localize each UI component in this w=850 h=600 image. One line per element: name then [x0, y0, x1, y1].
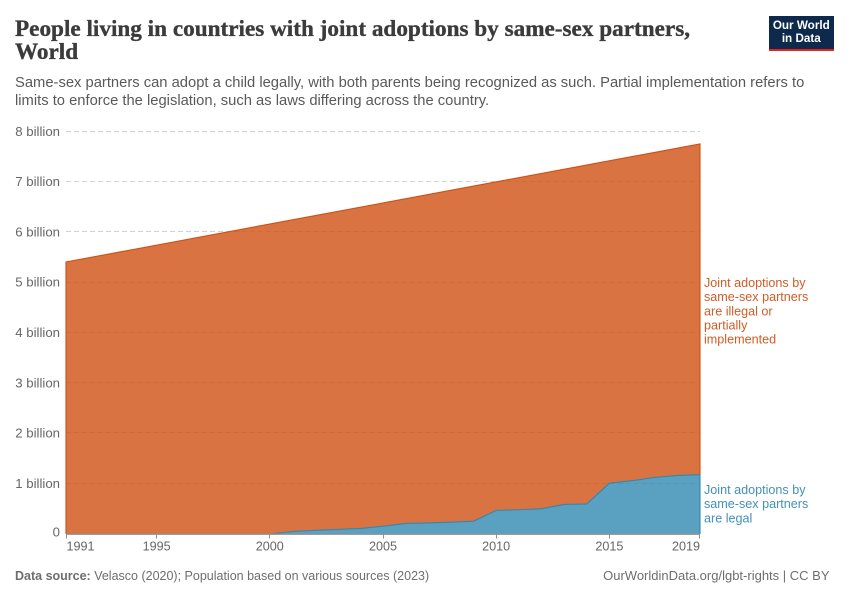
svg-text:2 billion: 2 billion: [15, 426, 60, 441]
svg-text:8 billion: 8 billion: [15, 124, 60, 139]
svg-text:partially: partially: [704, 318, 748, 332]
svg-text:same-sex partners: same-sex partners: [704, 497, 808, 511]
svg-text:2019: 2019: [672, 539, 700, 553]
svg-text:are legal: are legal: [704, 511, 752, 525]
svg-text:implemented: implemented: [704, 333, 776, 347]
svg-text:Joint adoptions by: Joint adoptions by: [704, 483, 806, 497]
svg-text:1995: 1995: [143, 539, 171, 553]
svg-text:2010: 2010: [482, 539, 510, 553]
svg-text:0: 0: [53, 525, 60, 540]
svg-text:2000: 2000: [256, 539, 284, 553]
svg-text:1991: 1991: [67, 539, 95, 553]
svg-text:6 billion: 6 billion: [15, 224, 60, 239]
svg-text:2005: 2005: [369, 539, 397, 553]
svg-text:same-sex partners: same-sex partners: [704, 290, 808, 304]
svg-text:Joint adoptions by: Joint adoptions by: [704, 276, 806, 290]
svg-text:3 billion: 3 billion: [15, 375, 60, 390]
svg-text:7 billion: 7 billion: [15, 174, 60, 189]
svg-text:2015: 2015: [595, 539, 623, 553]
svg-text:1 billion: 1 billion: [15, 476, 60, 491]
svg-text:4 billion: 4 billion: [15, 325, 60, 340]
svg-text:5 billion: 5 billion: [15, 275, 60, 290]
svg-text:are illegal or: are illegal or: [704, 304, 773, 318]
